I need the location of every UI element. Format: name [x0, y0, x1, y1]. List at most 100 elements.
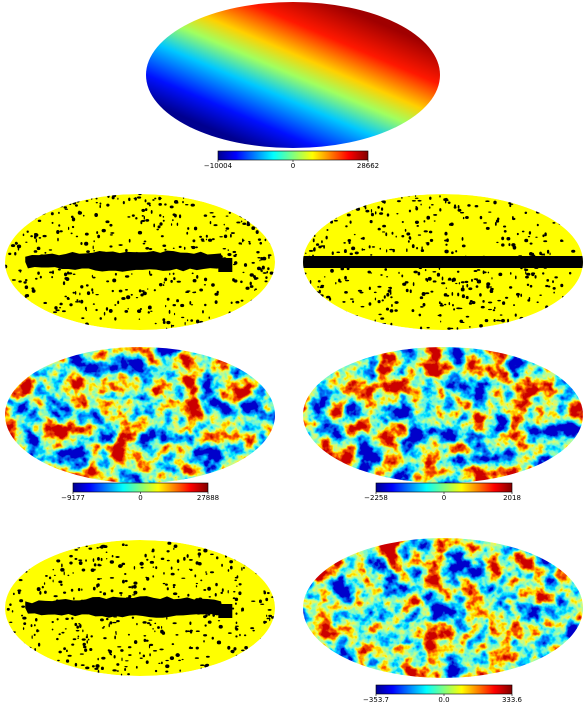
masked-spot — [186, 554, 189, 558]
masked-spot — [465, 315, 470, 318]
masked-spot — [12, 631, 16, 634]
masked-spot — [238, 591, 242, 596]
masked-spot — [165, 304, 167, 308]
masked-spot — [92, 291, 94, 294]
masked-spot — [11, 204, 17, 208]
masked-spot — [269, 617, 271, 622]
masked-spot — [423, 220, 426, 223]
masked-spot — [474, 204, 479, 208]
masked-spot — [142, 621, 147, 624]
masked-spot — [22, 616, 27, 620]
masked-spot — [82, 629, 84, 633]
masked-spot — [204, 624, 207, 627]
masked-spot — [139, 651, 141, 655]
masked-spot — [323, 276, 326, 278]
masked-spot — [145, 246, 150, 250]
masked-spot — [305, 314, 310, 318]
masked-spot — [448, 302, 451, 306]
masked-spot — [99, 204, 102, 209]
masked-spot — [11, 279, 16, 281]
masked-spot — [138, 318, 141, 320]
masked-spot — [56, 637, 59, 641]
masked-spot — [263, 647, 268, 652]
masked-spot — [39, 275, 42, 279]
masked-spot — [329, 306, 334, 308]
masked-spot — [404, 281, 409, 284]
masked-spot — [370, 326, 372, 329]
masked-spot — [169, 272, 171, 276]
masked-spot — [51, 221, 54, 224]
masked-spot — [96, 546, 99, 549]
masked-spot — [60, 663, 63, 667]
masked-spot — [16, 649, 19, 653]
masked-spot — [15, 560, 18, 564]
masked-spot — [36, 629, 39, 633]
masked-spot — [100, 577, 102, 580]
masked-spot — [367, 270, 371, 274]
masked-spot — [420, 306, 424, 308]
masked-spot — [81, 638, 86, 641]
masked-spot — [96, 327, 100, 330]
masked-spot — [31, 289, 36, 293]
masked-spot — [23, 622, 27, 626]
masked-spot — [365, 209, 370, 213]
masked-spot — [305, 315, 311, 318]
masked-spot — [244, 200, 247, 204]
masked-spot — [65, 659, 70, 663]
masked-spot — [576, 299, 580, 302]
masked-spot — [149, 560, 155, 564]
masked-spot — [232, 250, 237, 254]
masked-spot — [255, 655, 258, 657]
masked-spot — [34, 618, 38, 622]
masked-spot — [112, 621, 117, 624]
masked-spot — [210, 673, 215, 676]
masked-spot — [374, 319, 376, 322]
masked-spot — [462, 281, 465, 284]
masked-spot — [563, 327, 566, 330]
masked-spot — [67, 574, 70, 577]
masked-spot — [163, 571, 165, 575]
masked-spot — [451, 251, 454, 255]
masked-spot — [77, 637, 79, 639]
masked-spot — [63, 272, 68, 277]
masked-spot — [262, 272, 267, 274]
masked-spot — [253, 645, 257, 647]
masked-spot — [343, 249, 347, 254]
masked-spot — [377, 205, 380, 209]
masked-spot — [216, 194, 220, 198]
masked-spot — [55, 309, 60, 312]
masked-spot — [370, 209, 373, 213]
masked-spot — [49, 271, 53, 274]
masked-spot — [180, 303, 185, 308]
masked-spot — [58, 633, 61, 636]
masked-spot — [165, 664, 170, 669]
masked-spot — [424, 269, 427, 272]
colorbar-label: 333.6 — [502, 696, 523, 703]
masked-spot — [85, 545, 88, 548]
masked-spot — [336, 251, 341, 254]
masked-spot — [539, 313, 542, 317]
masked-spot — [268, 255, 270, 259]
masked-spot — [430, 203, 434, 206]
masked-spot — [120, 593, 122, 597]
masked-spot — [30, 235, 33, 238]
masked-spot — [244, 217, 248, 220]
masked-spot — [165, 670, 169, 673]
masked-spot — [461, 294, 465, 299]
masked-spot — [360, 305, 365, 308]
masked-spot — [414, 195, 417, 197]
masked-spot — [462, 285, 464, 289]
masked-spot — [52, 579, 54, 583]
masked-spot — [531, 325, 537, 330]
masked-spot — [144, 199, 147, 203]
masked-spot — [59, 230, 63, 233]
masked-spot — [479, 324, 483, 328]
masked-spot — [76, 199, 80, 203]
masked-spot — [90, 635, 93, 638]
masked-spot — [467, 204, 471, 207]
masked-spot — [479, 293, 482, 297]
masked-spot — [24, 285, 29, 290]
masked-spot — [569, 225, 573, 230]
masked-spot — [130, 293, 133, 296]
masked-spot — [368, 245, 371, 249]
